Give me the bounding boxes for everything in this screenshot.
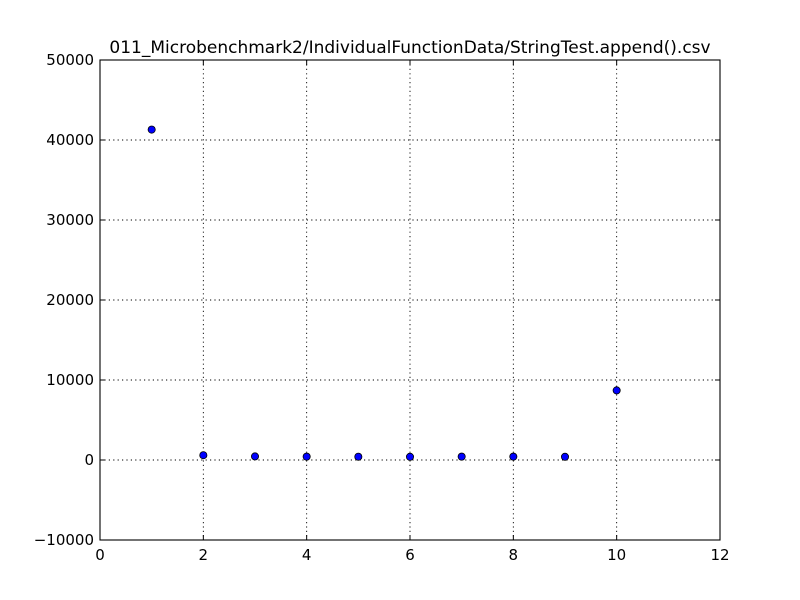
data-point bbox=[561, 452, 570, 461]
x-tick-label: 4 bbox=[302, 546, 312, 564]
data-point bbox=[302, 452, 311, 461]
grid bbox=[100, 60, 720, 540]
y-tick-label: −10000 bbox=[34, 531, 94, 549]
y-tick-label: 40000 bbox=[46, 131, 94, 149]
axes-frame bbox=[99, 59, 721, 541]
axis-ticks: 0 2 4 6 8 10 12−100000100002000030000400005000… bbox=[34, 51, 730, 564]
x-tick-label: 12 bbox=[710, 546, 729, 564]
x-tick-label: 6 bbox=[405, 546, 415, 564]
data-point bbox=[509, 452, 518, 461]
data-point bbox=[612, 386, 621, 395]
data-point bbox=[199, 451, 208, 460]
data-point bbox=[405, 452, 414, 461]
chart-title: 011_Microbenchmark2/IndividualFunctionDa… bbox=[109, 38, 710, 58]
y-tick-label: 0 bbox=[84, 451, 94, 469]
y-tick-label: 30000 bbox=[46, 211, 94, 229]
data-point bbox=[354, 452, 363, 461]
data-point bbox=[457, 452, 466, 461]
data-point bbox=[147, 125, 156, 134]
x-tick-label: 0 bbox=[95, 546, 105, 564]
data-point bbox=[250, 452, 259, 461]
x-tick-label: 2 bbox=[199, 546, 209, 564]
data-points bbox=[147, 125, 621, 461]
y-tick-label: 50000 bbox=[46, 51, 94, 69]
y-tick-label: 20000 bbox=[46, 291, 94, 309]
x-tick-label: 8 bbox=[509, 546, 519, 564]
x-tick-label: 10 bbox=[607, 546, 626, 564]
y-tick-label: 10000 bbox=[46, 371, 94, 389]
